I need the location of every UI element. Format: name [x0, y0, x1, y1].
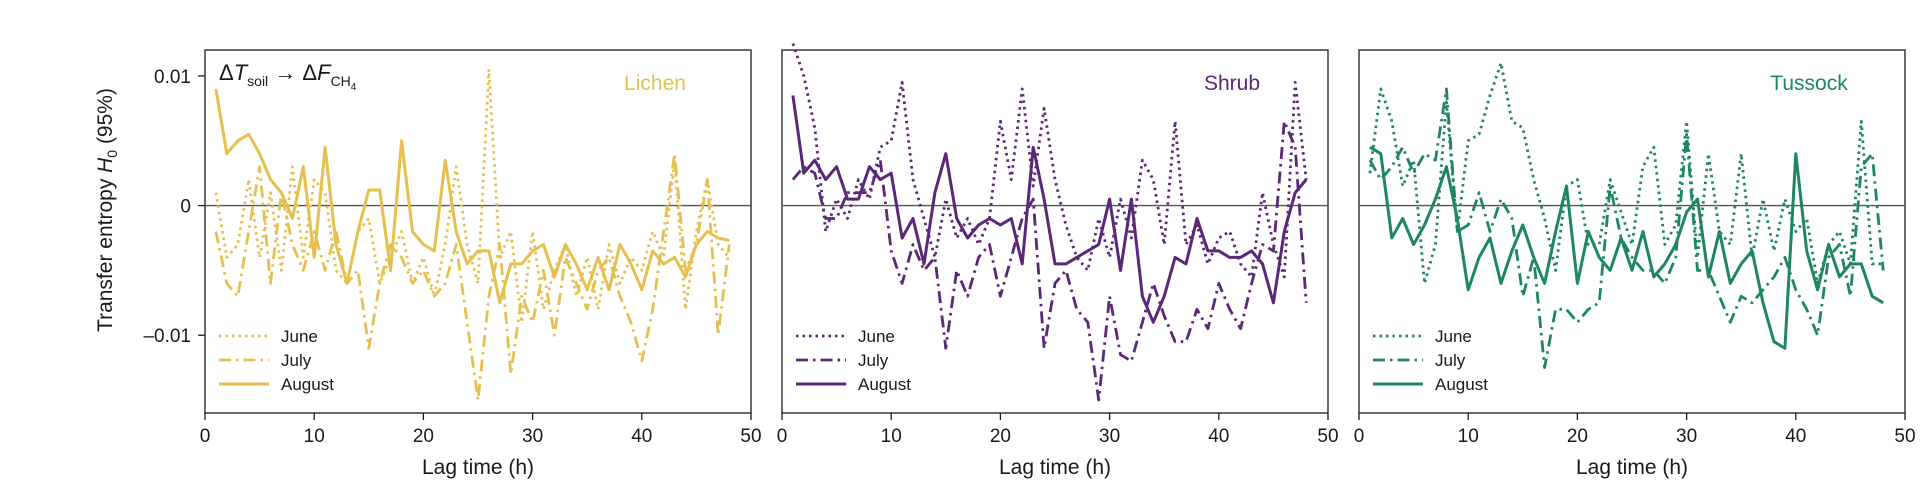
annotation-sub-1: soil — [247, 73, 268, 89]
y-tick-label: 0.01 — [154, 67, 191, 88]
panel-tussock: 0 10 20 30 40 50 Lag time (h) Tussock June July Au… — [1354, 49, 1916, 479]
legend-label-august: August — [281, 375, 334, 394]
y-tick-label: –0.01 — [143, 326, 191, 347]
x-tick-label: 0 — [1354, 426, 1365, 447]
x-tick-label: 0 — [777, 426, 788, 447]
y-axis-label-sub: 0 — [104, 150, 120, 158]
annotation-delta-2: Δ — [302, 60, 317, 85]
series-june — [791, 43, 1308, 279]
y-axis-label-main: Transfer entropy — [94, 173, 117, 332]
annotation-sub-2: CH — [331, 73, 351, 89]
series-july — [791, 119, 1308, 402]
legend-label-june: June — [281, 327, 318, 346]
annotation-var-1: T — [234, 60, 249, 85]
series-july — [214, 152, 731, 402]
y-axis-label: Transfer entropy H0 (95%) — [94, 88, 120, 332]
x-tick-label: 50 — [1317, 426, 1338, 447]
x-tick-label: 40 — [1785, 426, 1806, 447]
x-tick-label: 30 — [1676, 426, 1697, 447]
legend-label-july: July — [858, 351, 889, 370]
legend-label-july: July — [281, 351, 312, 370]
series-august — [1369, 145, 1884, 350]
annotation-delta-1: Δ — [219, 60, 234, 85]
legend-label-june: June — [858, 327, 895, 346]
x-tick-label: 0 — [200, 426, 211, 447]
x-tick-label: 40 — [631, 426, 652, 447]
plot-frame — [781, 49, 1329, 414]
legend-label-july: July — [1435, 351, 1466, 370]
panel-title: Tussock — [1770, 72, 1848, 95]
x-tick-label: 30 — [522, 426, 543, 447]
panel-shrub: 0 10 20 30 40 50 Lag time (h) Shrub June July Augu… — [777, 43, 1339, 479]
panel-annotation: ΔTsoil → ΔFCH4 — [219, 60, 357, 93]
x-axis-label: Lag time (h) — [1576, 456, 1688, 479]
plot-frame — [1358, 49, 1906, 414]
plot-frame — [204, 49, 752, 414]
x-tick-label: 50 — [1894, 426, 1915, 447]
x-tick-label: 20 — [413, 426, 434, 447]
annotation-var-2: F — [317, 60, 332, 85]
series-june — [214, 68, 731, 324]
legend-label-august: August — [858, 375, 911, 394]
panel-lichen: 0 10 20 30 40 50 Lag time (h) 0.01 0 –0.01 Lichen J… — [143, 49, 762, 479]
panel-title: Lichen — [624, 72, 686, 95]
x-tick-label: 20 — [1567, 426, 1588, 447]
x-tick-label: 20 — [990, 426, 1011, 447]
series-august — [214, 88, 730, 305]
x-tick-label: 50 — [740, 426, 761, 447]
x-tick-label: 10 — [881, 426, 902, 447]
annotation-sub-2-index: 4 — [351, 82, 357, 93]
series-july — [1368, 87, 1885, 370]
y-axis-label-var: H — [94, 157, 117, 173]
annotation-arrow: → — [268, 60, 302, 85]
legend-label-august: August — [1435, 375, 1488, 394]
y-axis-label-tail: (95%) — [94, 88, 117, 150]
x-tick-label: 10 — [304, 426, 325, 447]
panel-title: Shrub — [1204, 72, 1260, 95]
x-axis-label: Lag time (h) — [999, 456, 1111, 479]
x-tick-label: 40 — [1208, 426, 1229, 447]
x-axis-label: Lag time (h) — [422, 456, 534, 479]
series-august — [791, 95, 1308, 324]
y-tick-label: 0 — [180, 197, 191, 218]
x-tick-label: 10 — [1458, 426, 1479, 447]
x-tick-label: 30 — [1099, 426, 1120, 447]
legend-label-june: June — [1435, 327, 1472, 346]
